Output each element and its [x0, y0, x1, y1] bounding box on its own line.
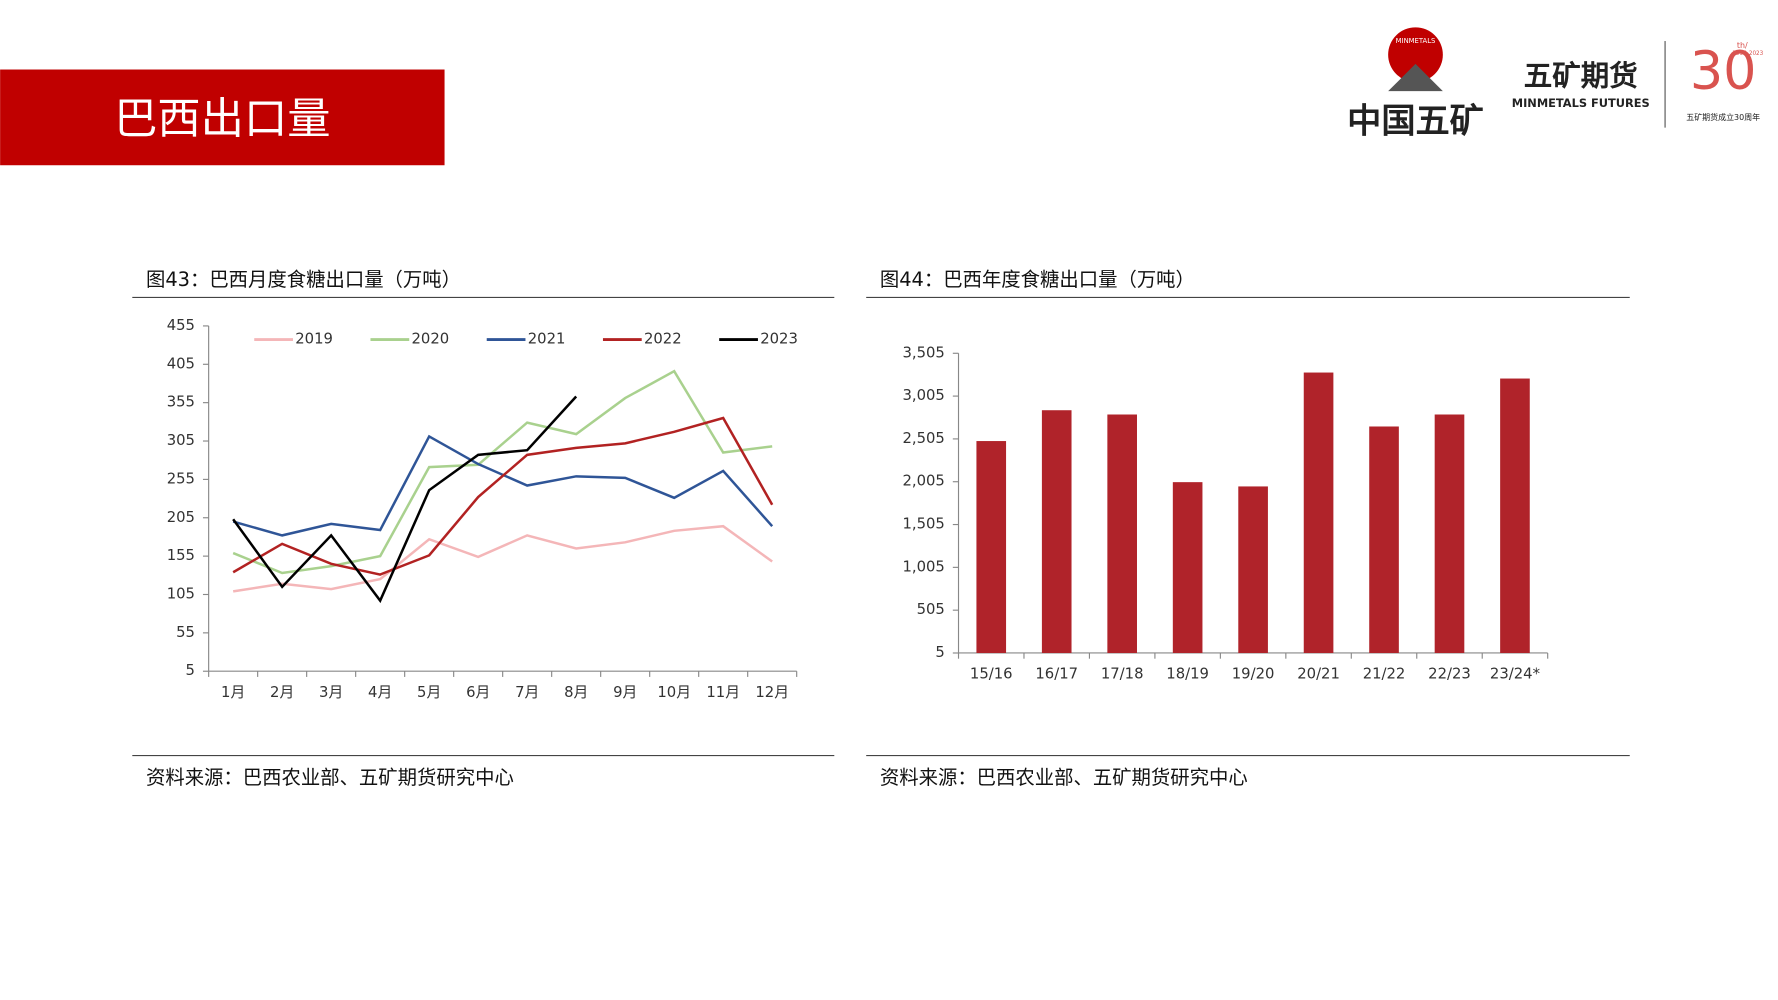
anniv-num: 30 [1690, 41, 1757, 102]
bar [1107, 414, 1137, 653]
x-tick-label: 23/24* [1490, 666, 1540, 683]
x-tick-label: 15/16 [970, 666, 1013, 683]
legend-label: 2021 [528, 331, 566, 348]
legend-label: 2019 [295, 331, 333, 348]
y-tick-label: 3,505 [902, 344, 944, 361]
series-line [232, 434, 774, 537]
y-tick-label: 405 [167, 355, 195, 372]
x-tick-label: 21/22 [1363, 666, 1406, 683]
legend-label: 2023 [760, 331, 798, 348]
slide-title: 巴西出口量 [114, 94, 330, 144]
y-tick-label: 2,005 [902, 473, 944, 490]
y-tick-label: 55 [176, 624, 195, 641]
y-tick-label: 455 [167, 317, 195, 334]
y-tick-label: 505 [917, 601, 945, 618]
legend-label: 2020 [412, 331, 450, 348]
y-tick-label: 255 [167, 470, 195, 487]
x-tick-label: 9月 [613, 684, 637, 701]
y-tick-label: 305 [167, 432, 195, 449]
bar [1172, 482, 1203, 653]
x-tick-label: 3月 [319, 684, 343, 701]
x-tick-label: 6月 [466, 684, 490, 701]
legend-label: 2022 [644, 331, 682, 348]
x-tick-label: 12月 [755, 684, 789, 701]
emblem-text: MINMETALS [1396, 37, 1436, 45]
source-note: 资料来源：巴西农业部、五矿期货研究中心 [146, 766, 514, 789]
bar [1238, 486, 1268, 653]
series-line [232, 369, 773, 575]
x-tick-label: 10月 [657, 684, 691, 701]
brand-cn: 中国五矿 [1347, 102, 1484, 142]
bar [1369, 426, 1399, 653]
x-tick-label: 19/20 [1232, 666, 1275, 683]
y-tick-label: 355 [167, 394, 195, 411]
chart-title: 图44：巴西年度食糖出口量（万吨） [880, 268, 1195, 291]
x-tick-label: 4月 [368, 684, 392, 701]
anniv-th: th/ [1737, 41, 1748, 50]
x-tick-label: 7月 [515, 684, 539, 701]
x-tick-label: 5月 [417, 684, 441, 701]
y-tick-label: 2,505 [902, 430, 944, 447]
x-tick-label: 8月 [564, 684, 588, 701]
series-line [232, 416, 774, 576]
bar [976, 441, 1007, 653]
bar [1303, 372, 1334, 653]
y-tick-label: 205 [167, 509, 195, 526]
y-tick-label: 105 [167, 585, 195, 602]
y-tick-label: 1,005 [902, 558, 944, 575]
source-note: 资料来源：巴西农业部、五矿期货研究中心 [880, 766, 1248, 789]
anniv-years: 1993-2023 [1732, 51, 1763, 57]
y-tick-label: 5 [935, 644, 944, 661]
emblem-mark [1388, 63, 1443, 92]
brand-futures-en: MINMETALS FUTURES [1512, 96, 1650, 110]
chart-title: 图43：巴西月度食糖出口量（万吨） [146, 268, 461, 291]
x-tick-label: 11月 [706, 684, 740, 701]
bar [1434, 414, 1465, 653]
y-tick-label: 155 [167, 547, 195, 564]
y-tick-label: 3,005 [902, 387, 944, 404]
x-tick-label: 16/17 [1035, 666, 1078, 683]
bar [1500, 378, 1530, 653]
brand-futures: 五矿期货 [1524, 59, 1638, 92]
series-line [232, 524, 773, 593]
x-tick-label: 20/21 [1297, 666, 1340, 683]
series-line [232, 395, 578, 604]
x-tick-label: 22/23 [1428, 666, 1471, 683]
emblem [1388, 27, 1443, 83]
x-tick-label: 18/19 [1166, 666, 1209, 683]
y-tick-label: 5 [186, 662, 195, 679]
bar [1041, 410, 1072, 653]
x-tick-label: 2月 [270, 684, 294, 701]
x-tick-label: 17/18 [1101, 666, 1144, 683]
x-tick-label: 1月 [221, 684, 245, 701]
title-banner [0, 69, 445, 166]
y-tick-label: 1,505 [902, 516, 944, 533]
anniv-cn: 五矿期货成立30周年 [1686, 112, 1760, 122]
